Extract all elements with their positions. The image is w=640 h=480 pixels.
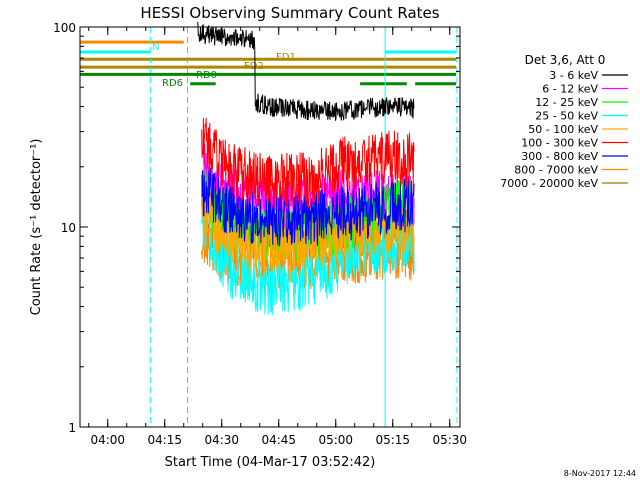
y-axis-ticks: 1 10 100 bbox=[53, 21, 460, 435]
y-tick-label-100: 100 bbox=[53, 21, 76, 35]
legend-label-6-12-kev: 6 - 12 keV bbox=[542, 83, 598, 96]
x-axis-label: Start Time (04-Mar-17 03:52:42) bbox=[165, 455, 376, 470]
legend-label-12-25-kev: 12 - 25 keV bbox=[535, 96, 598, 109]
chart-title: HESSI Observing Summary Count Rates bbox=[140, 4, 439, 22]
legend-label-25-50-kev: 25 - 50 keV bbox=[535, 110, 598, 123]
flag-label-fd1: FD1 bbox=[276, 52, 296, 63]
flag-label-rd0: RD0 bbox=[196, 70, 217, 81]
series-line-100-300-kev bbox=[201, 117, 415, 209]
legend-label-3-6-kev: 3 - 6 keV bbox=[549, 69, 598, 82]
x-tick-label-04-00: 04:00 bbox=[90, 433, 125, 447]
flag-bars: N FD1 FD2 RD0 RD6 bbox=[80, 40, 457, 89]
legend-label-800-7000-kev: 800 - 7000 keV bbox=[514, 164, 598, 177]
legend-label-7000-20000-kev: 7000 - 20000 keV bbox=[500, 177, 598, 190]
x-axis-ticks: 04:00 04:15 04:30 04:45 05:00 05:15 05:30 bbox=[88, 27, 467, 447]
x-tick-label-04-15: 04:15 bbox=[147, 433, 182, 447]
y-axis-label: Count Rate (s⁻¹ detector⁻¹) bbox=[29, 139, 44, 316]
generated-timestamp: 8-Nov-2017 12:44 bbox=[564, 469, 636, 478]
flag-label-fd2: FD2 bbox=[244, 61, 264, 72]
flag-label-rd6: RD6 bbox=[162, 78, 183, 89]
series-line-3-6-kev bbox=[197, 21, 415, 121]
x-tick-label-05-15: 05:15 bbox=[375, 433, 410, 447]
legend-label-50-100-kev: 50 - 100 keV bbox=[528, 123, 598, 136]
x-tick-label-05-00: 05:00 bbox=[318, 433, 353, 447]
x-tick-label-04-45: 04:45 bbox=[261, 433, 296, 447]
y-tick-label-1: 1 bbox=[68, 421, 76, 435]
x-tick-label-04-30: 04:30 bbox=[204, 433, 239, 447]
series-line-50-100-kev bbox=[201, 184, 415, 273]
legend-label-100-300-kev: 100 - 300 keV bbox=[521, 137, 598, 150]
legend-label-300-800-kev: 300 - 800 keV bbox=[521, 150, 598, 163]
x-tick-label-05-30: 05:30 bbox=[432, 433, 467, 447]
legend-header: Det 3,6, Att 0 bbox=[525, 53, 606, 67]
flag-label-n: N bbox=[152, 42, 159, 53]
series-lines bbox=[197, 21, 415, 316]
y-tick-label-10: 10 bbox=[61, 221, 76, 235]
series-line-25-50-kev bbox=[201, 194, 415, 316]
